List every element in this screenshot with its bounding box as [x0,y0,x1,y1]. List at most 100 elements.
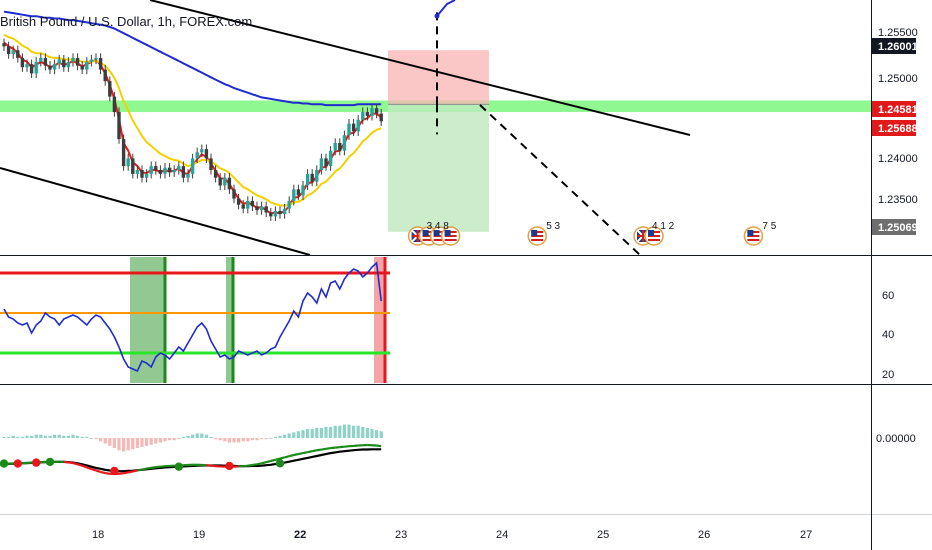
candle-body [140,170,144,178]
macd-tick: 0.00000 [876,433,916,445]
macd-pane[interactable] [0,424,383,476]
price-badge [872,219,916,235]
macd-histogram-bar [53,434,57,438]
time-axis[interactable]: 18 19 22 23 24 25 26 27 [92,529,812,541]
price-badge [872,120,916,136]
candle [16,45,20,63]
candle [250,196,255,211]
price-pane[interactable]: 3 4 8 5 3 4 1 2 7 5 British Pound / U.S. Do… [0,0,871,256]
macd-histogram-bar [20,436,24,438]
candle-body [112,96,117,113]
flag-canton [747,230,754,236]
flag-stripe [531,239,544,241]
candle-body [287,200,291,209]
macd-histogram-bar [112,438,116,449]
macd-histogram-bar [94,438,98,440]
candle-body [342,135,347,151]
candle-body [131,158,135,174]
candle-body [232,189,236,199]
candle-body [48,65,52,70]
price-tick: 1.24000 [878,153,918,165]
macd-histogram-bar [232,438,236,443]
candle-body [34,61,38,74]
candle-body [195,152,199,159]
candle-body [94,57,98,60]
macd-histogram-bar [2,436,6,438]
candle-body [163,167,167,174]
take-profit-zone [388,104,489,232]
macd-histogram-bar [34,434,38,438]
candle [223,173,227,191]
candle-body [296,189,301,196]
candle [324,153,328,171]
candle-body [190,158,195,174]
macd-cross-dot [0,459,9,468]
candle-body [204,149,209,159]
candle [57,54,61,69]
candle-body [149,166,153,174]
candle [163,163,167,179]
macd-histogram-bar [209,436,213,438]
us-flag-icon [440,226,461,246]
macd-line-segment [325,447,331,450]
candle-body [98,57,103,70]
candle [264,201,268,218]
macd-line-segment [302,451,308,455]
macd-histogram-bar [191,434,195,438]
candle [131,153,135,179]
candle [121,134,126,171]
macd-line-segment [127,470,134,474]
candle [126,153,130,171]
flag-stripe [422,239,435,241]
macd-line-segment [77,463,83,467]
candle-body [259,206,264,211]
candle [172,165,176,177]
macd-histogram-bar [117,438,121,451]
candle-body [347,123,351,136]
candle [43,53,48,71]
flag-stripe [747,239,760,241]
candle [6,41,11,59]
channel-upper-line [149,0,691,136]
macd-histogram-bar [89,438,93,439]
candle [177,161,181,175]
macd-histogram-bar [57,434,61,438]
candle [213,165,218,183]
candle [209,153,213,175]
candle-body [172,170,176,173]
candle [149,161,153,179]
macd-histogram-bar [30,435,34,438]
macd-histogram-bar [283,434,287,438]
candle-body [16,50,20,58]
candle [310,169,314,187]
macd-line-segment [252,463,258,467]
candle-body [177,166,181,170]
macd-histogram-bar [246,438,250,442]
rsi-tick: 40 [882,329,894,341]
candle [167,163,172,177]
macd-histogram-bar [223,438,227,442]
macd-line-segment [123,471,129,475]
macd-line-segment [132,469,138,473]
candle-body [29,64,34,74]
candle [2,38,6,51]
candle [333,138,337,156]
candle [269,207,273,221]
macd-histogram-bar [241,438,245,442]
candle [144,169,149,183]
rsi-pane[interactable] [0,257,390,383]
candle [315,165,319,187]
price-tick: 1.25000 [878,73,918,85]
candle [365,107,370,121]
economic-events[interactable]: 3 4 8 5 3 4 1 2 7 5 [407,221,777,246]
price-badge-label: 1.26001 [878,41,918,53]
candle-body [62,59,66,68]
candle [200,144,204,157]
time-tick: 25 [597,529,609,541]
macd-histogram-bar [181,436,185,438]
price-axis[interactable]: 1.25500 1.25000 1.24000 1.23500 [878,27,918,206]
time-tick: 23 [395,529,407,541]
macd-line-segment [288,453,295,458]
macd-histogram-bar [329,426,333,438]
